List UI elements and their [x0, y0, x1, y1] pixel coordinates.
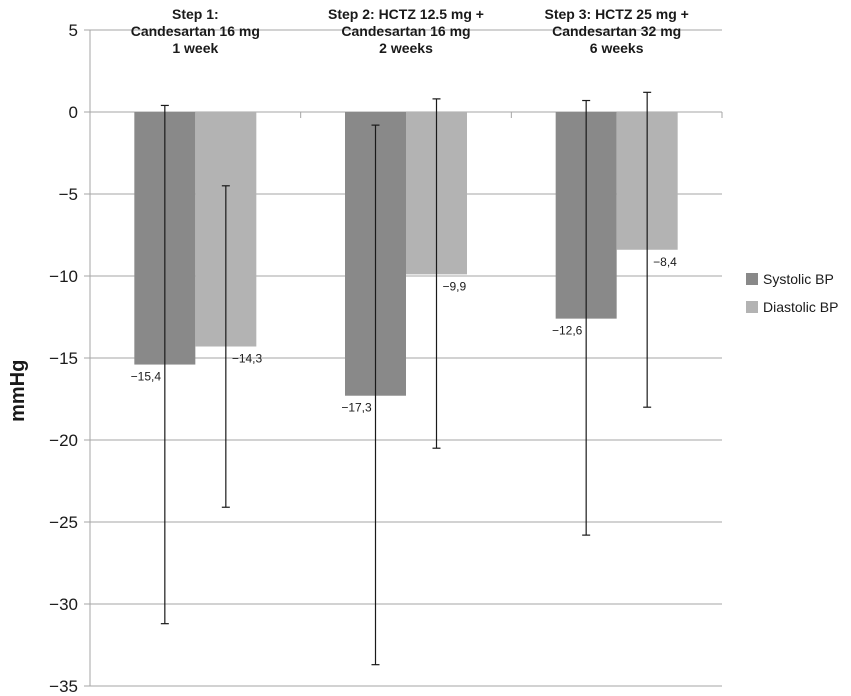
y-tick-label: −25 [49, 513, 78, 532]
legend-swatch [746, 301, 758, 313]
data-label: −17,3 [341, 401, 372, 415]
error-bars [160, 91, 652, 666]
y-tick-label: −30 [49, 595, 78, 614]
data-labels: −15,4 −14,3 −17,3 −9,9 −12,6 −8,4 [131, 255, 678, 415]
y-tick-label: −35 [49, 677, 78, 696]
data-label: −9,9 [443, 279, 467, 293]
legend-swatch [746, 273, 758, 285]
data-label: −12,6 [552, 324, 583, 338]
data-label: −8,4 [653, 255, 677, 269]
category-label: Step 3: HCTZ 25 mg + Candesartan 32 mg 6 w… [545, 6, 689, 56]
y-axis-ticks: 5 0 −5 −10 −15 −20 −25 −30 −35 [49, 21, 78, 696]
legend-label: Systolic BP [763, 271, 834, 287]
category-label: Step 1: Candesartan 16 mg 1 week [131, 6, 260, 56]
y-tick-label: 0 [69, 103, 78, 122]
y-tick-label: −15 [49, 349, 78, 368]
legend: Systolic BP Diastolic BP [746, 271, 838, 315]
y-tick-label: 5 [69, 21, 78, 40]
data-label: −15,4 [131, 370, 162, 384]
y-tick-label: −5 [59, 185, 78, 204]
y-tick-label: −20 [49, 431, 78, 450]
y-axis-title: mmHg [7, 360, 29, 422]
category-labels: Step 1: Candesartan 16 mg 1 week Step 2: HC… [131, 6, 689, 56]
bars [134, 112, 678, 396]
category-label: Step 2: HCTZ 12.5 mg + Candesartan 16 mg 2… [328, 6, 484, 56]
data-label: −14,3 [232, 352, 263, 366]
y-tick-label: −10 [49, 267, 78, 286]
legend-label: Diastolic BP [763, 299, 838, 315]
